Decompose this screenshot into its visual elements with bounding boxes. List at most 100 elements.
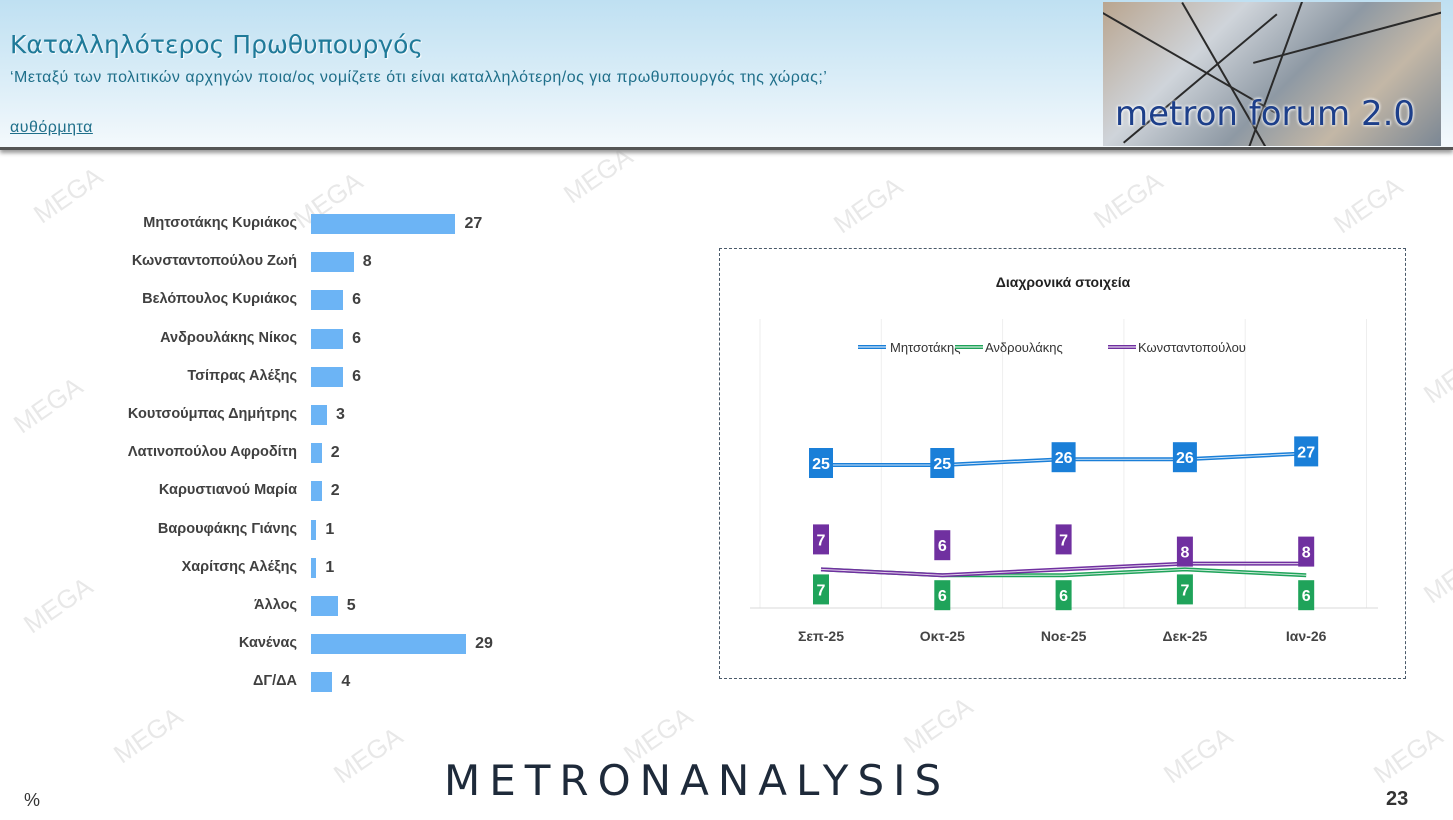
bar — [311, 290, 344, 311]
watermark-text: MEGA — [1418, 540, 1453, 610]
data-label: 26 — [1176, 450, 1194, 467]
bar — [311, 405, 328, 425]
bar-value-label: 6 — [352, 367, 361, 385]
data-label: 27 — [1297, 444, 1315, 461]
bar — [311, 366, 344, 387]
watermark-text: MEGA — [328, 720, 408, 790]
bar-value-label: 3 — [336, 406, 345, 423]
bar — [311, 672, 333, 693]
bar-value-label: 5 — [346, 597, 356, 614]
bar-value-label: 1 — [325, 520, 335, 538]
bar-label: Λατινοπούλου Αφροδίτη — [127, 444, 297, 461]
data-label: 6 — [938, 588, 947, 605]
watermark-text: MEGA — [108, 700, 188, 770]
bar-label: Τσίπρας Αλέξης — [187, 367, 297, 384]
x-tick-label: Ιαν-26 — [1286, 628, 1327, 644]
metron-analysis-logo: METRONANALYSIS — [444, 756, 951, 805]
bar-label: Βελόπουλος Κυριάκος — [142, 291, 297, 308]
data-label-box — [1176, 574, 1193, 605]
bar — [311, 481, 322, 502]
watermark-text: MEGA — [1158, 720, 1238, 790]
data-label-box — [1055, 524, 1072, 555]
data-label-box — [1051, 442, 1076, 473]
data-label-box — [1294, 436, 1319, 467]
survey-question: ‘Μεταξύ των πολιτικών αρχηγών ποια/ος νο… — [10, 69, 828, 86]
bar-value-label: 29 — [475, 635, 493, 653]
watermark-text: MEGA — [828, 170, 908, 240]
series-line-highlight — [820, 563, 1307, 576]
bar — [311, 328, 344, 349]
data-label-box — [1176, 536, 1193, 567]
x-tick-label: Σεπ-25 — [798, 628, 844, 644]
bar — [311, 634, 467, 655]
data-label-box — [930, 448, 955, 478]
x-tick-label: Οκτ-25 — [920, 628, 965, 644]
bar-label: ΔΓ/ΔΑ — [252, 673, 297, 690]
bar-label: Καρυστιανού Μαρία — [158, 482, 297, 499]
bar-chart: Μητσοτάκης Κυριάκος 27 Κωνσταντοπούλου Ζωή… — [0, 200, 560, 700]
data-label: 6 — [1302, 588, 1311, 605]
data-label-box — [1172, 442, 1197, 473]
watermark-text: MEGA — [1418, 340, 1453, 410]
data-label-box — [809, 448, 833, 478]
legend-label: Κωνσταντοπούλου — [1138, 340, 1246, 355]
bar-label: Κουτσούμπας Δημήτρης — [127, 406, 297, 422]
data-label-box — [813, 524, 829, 555]
data-label-box — [813, 574, 829, 605]
data-label: 8 — [1302, 545, 1311, 562]
bar — [311, 519, 317, 540]
data-label: 25 — [933, 456, 951, 473]
bar-label: Ανδρουλάκης Νίκος — [160, 329, 297, 346]
data-label: 8 — [1180, 545, 1189, 562]
legend-label: Ανδρουλάκης — [985, 340, 1063, 355]
watermark-text: MEGA — [1328, 170, 1408, 240]
slide-title: Καταλληλότερος Πρωθυπουργός — [10, 30, 424, 59]
watermark-text: MEGA — [1088, 165, 1168, 235]
legend-label: Μητσοτάκης — [890, 340, 961, 355]
data-label: 7 — [1180, 582, 1189, 599]
bar-value-label: 2 — [330, 482, 340, 500]
data-label: 6 — [938, 538, 947, 555]
bar — [311, 252, 354, 273]
watermark-text: MEGA — [558, 140, 638, 210]
data-label: 6 — [1059, 588, 1068, 605]
bar-value-label: 8 — [362, 253, 372, 271]
data-label: 7 — [1059, 532, 1068, 549]
line-chart: Διαχρονικά στοιχεία Σεπ-25 Οκτ-25 Νοε-25 Δεκ… — [750, 274, 1378, 644]
bar — [311, 596, 338, 616]
bar — [311, 214, 456, 234]
data-label-box — [1298, 536, 1315, 567]
logo-text: metron forum 2.0 — [1115, 94, 1416, 134]
data-label: 26 — [1055, 450, 1073, 467]
bar-value-label: 6 — [352, 329, 361, 347]
response-type-note: αυθόρμητα — [10, 119, 93, 136]
bar-label: Χαρίτσης Αλέξης — [181, 558, 297, 575]
bar-value-label: 27 — [464, 215, 483, 232]
data-label: 7 — [817, 582, 826, 599]
data-label-box — [1055, 580, 1072, 611]
slide-header: Καταλληλότερος Πρωθυπουργός ‘Μεταξύ των … — [0, 0, 1453, 150]
data-label: 7 — [817, 532, 826, 549]
page-number: 23 — [1386, 788, 1409, 810]
bar-value-label: 4 — [341, 673, 351, 691]
bar-value-label: 6 — [352, 291, 361, 309]
bar — [311, 557, 317, 578]
bar-label: Κωνσταντοπούλου Ζωή — [131, 253, 297, 270]
bar-label: Βαρουφάκης Γιάνης — [157, 520, 297, 537]
metron-forum-logo: metron forum 2.0 — [1103, 2, 1441, 146]
bar-label: Μητσοτάκης Κυριάκος — [143, 215, 297, 231]
line-chart-box: Διαχρονικά στοιχεία Σεπ-25 Οκτ-25 Νοε-25 Δεκ… — [719, 248, 1406, 679]
bar-value-label: 1 — [325, 558, 335, 576]
x-tick-label: Νοε-25 — [1041, 628, 1087, 644]
bar-label: Άλλος — [254, 597, 297, 613]
bar-value-label: 2 — [330, 444, 340, 462]
unit-label: % — [24, 790, 41, 810]
x-tick-label: Δεκ-25 — [1163, 628, 1208, 644]
data-label-box — [934, 530, 951, 561]
data-label-box — [934, 580, 951, 611]
watermark-text: MEGA — [898, 690, 978, 760]
line-chart-title: Διαχρονικά στοιχεία — [996, 274, 1131, 290]
bar-label: Κανένας — [238, 635, 297, 652]
data-label: 25 — [812, 456, 830, 473]
watermark-text: MEGA — [1368, 720, 1448, 790]
